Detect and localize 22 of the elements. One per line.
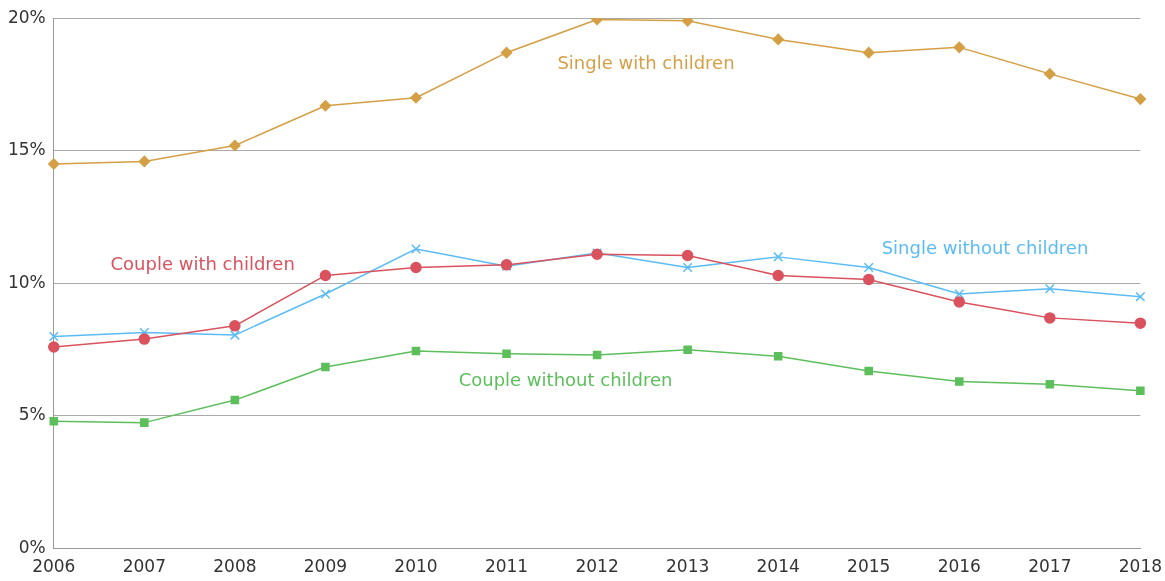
x-tick-label: 2007 [122,556,166,577]
x-tick-label: 2015 [847,556,891,577]
y-tick-label: 20% [7,6,46,27]
y-tick-label: 0% [18,537,46,558]
y-tick-label: 15% [7,139,46,160]
series-label: Single with children [557,52,735,74]
x-tick-label: 2013 [665,556,710,577]
x-tick-label: 2016 [937,556,981,577]
x-tick-label: 2010 [394,556,438,577]
series-label: Couple with children [110,252,295,274]
series-label: Single without children [881,237,1089,259]
x-tick-label: 2006 [32,556,76,577]
x-tick-label: 2014 [756,556,800,577]
x-tick-label: 2012 [575,556,619,577]
y-tick-label: 10% [7,271,46,292]
x-tick-label: 2017 [1028,556,1072,577]
x-tick-label: 2008 [213,556,257,577]
y-tick-label: 5% [18,404,46,425]
x-tick-label: 2009 [303,556,348,577]
series-label: Couple without children [458,368,673,390]
x-tick-label: 2011 [484,556,529,577]
x-tick-label: 2018 [1118,556,1162,577]
